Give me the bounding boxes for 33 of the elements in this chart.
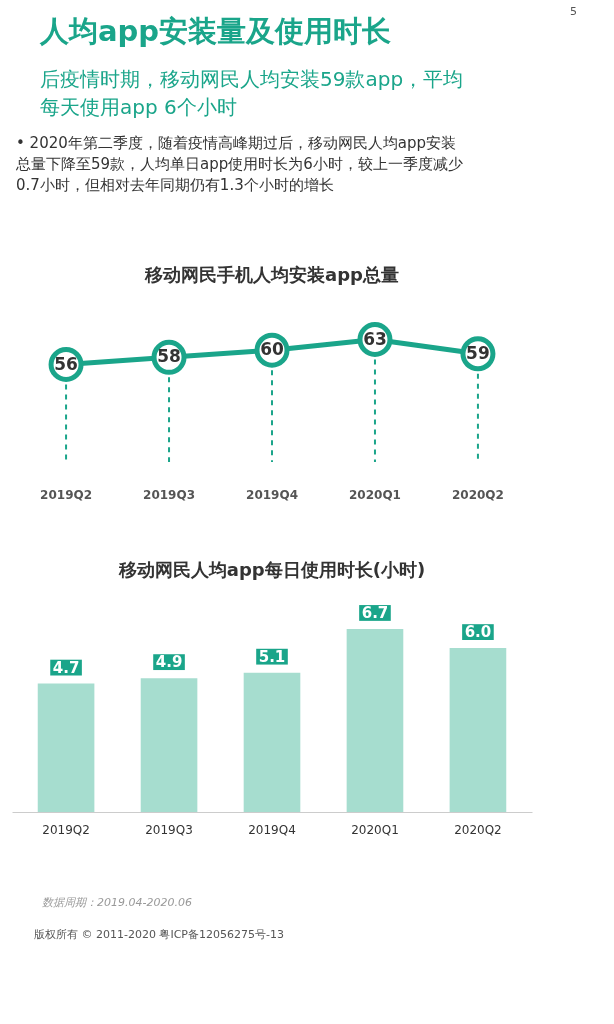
x-tick-label: 2020Q2 [451, 487, 504, 502]
text: 5 [570, 5, 577, 18]
data-label: 56 [54, 353, 78, 374]
bar [449, 648, 507, 812]
data-label: 63 [363, 328, 387, 349]
data-label: 6.0 [464, 623, 492, 642]
chart-title: 移动网民人均app每日使用时长(小时) [117, 559, 426, 580]
text: 后疫情时期，移动网民人均安装59款app，平均每天使用app 6个小时 [40, 67, 464, 119]
bar [346, 628, 404, 812]
data-label: 6.7 [361, 603, 389, 622]
bar [37, 683, 95, 812]
x-tick-label: 2019Q2 [42, 822, 90, 837]
x-tick-label: 2019Q3 [143, 487, 196, 502]
data-label: 4.7 [52, 658, 80, 677]
data-label: 4.9 [155, 653, 183, 672]
data-label: 5.1 [258, 647, 286, 666]
text: • 2020年第二季度，随着疫情高峰期过后，移动网民人均app安装总量下降至59款，人均单日app使用时长为6小时，较上一季度减少0.7小时，但相对去年同期仍有1.3个小时的增长 [15, 134, 463, 194]
x-tick-label: 2019Q3 [145, 822, 193, 837]
x-tick-label: 2019Q4 [248, 822, 296, 837]
data-label: 60 [260, 339, 284, 360]
x-tick-label: 2019Q2 [40, 487, 93, 502]
data-label: 59 [466, 342, 490, 363]
x-tick-label: 2020Q1 [351, 822, 399, 837]
data-label: 58 [157, 346, 181, 367]
x-tick-label: 2020Q1 [348, 487, 401, 502]
text: 版权所有 © 2011-2020 粤ICP备12056275号-13 [34, 928, 284, 941]
x-tick-label: 2020Q2 [454, 822, 502, 837]
x-tick-label: 2019Q4 [246, 487, 298, 502]
text: 数据周期：2019.04-2020.06 [42, 896, 192, 909]
bar [243, 672, 301, 812]
text: 人均app安装量及使用时长 [39, 14, 392, 48]
bar [140, 678, 198, 812]
chart-title: 移动网民手机人均安装app总量 [144, 264, 399, 285]
